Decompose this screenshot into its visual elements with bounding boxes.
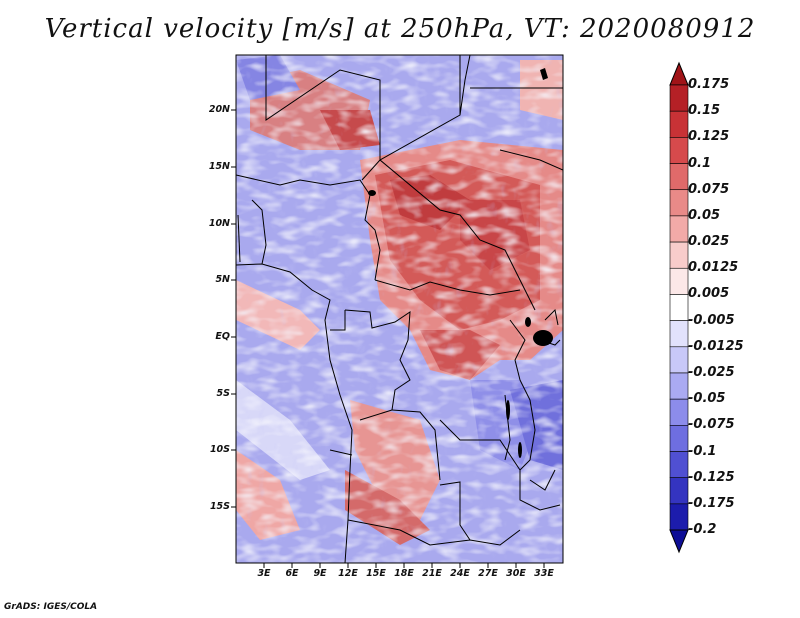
colorbar-swatch bbox=[669, 84, 689, 112]
colorbar-label: -0.05 bbox=[688, 391, 726, 407]
country-borders bbox=[236, 55, 563, 563]
lakes bbox=[368, 190, 553, 458]
colorbar-swatch bbox=[669, 503, 689, 531]
lat-tick-label: EQ bbox=[215, 331, 230, 342]
lon-tick-label: 30E bbox=[506, 568, 526, 579]
colorbar-label: 0.005 bbox=[688, 286, 730, 302]
colorbar-swatch bbox=[669, 163, 689, 191]
colorbar-label: -0.005 bbox=[688, 312, 735, 328]
lon-tick-label: 21E bbox=[422, 568, 442, 579]
lon-tick-label: 33E bbox=[534, 568, 554, 579]
colorbar-label: -0.2 bbox=[688, 522, 717, 538]
colorbar-label: 0.025 bbox=[688, 234, 730, 250]
colorbar-swatch bbox=[669, 110, 689, 138]
lat-tick-label: 10S bbox=[209, 444, 230, 455]
colorbar-label: -0.1 bbox=[688, 443, 717, 459]
axis-ticks bbox=[231, 109, 545, 568]
colorbar-label: 0.15 bbox=[688, 103, 721, 119]
lat-tick-label: 5S bbox=[216, 388, 230, 399]
lat-tick-label: 10N bbox=[208, 218, 230, 229]
colorbar-swatch bbox=[669, 189, 689, 217]
colorbar-swatch bbox=[669, 451, 689, 478]
coast-fragment bbox=[540, 68, 548, 80]
colorbar-swatch bbox=[669, 137, 689, 164]
grads-credit: GrADS: IGES/COLA bbox=[4, 602, 98, 612]
colorbar-swatch bbox=[669, 267, 689, 295]
lon-tick-label: 24E bbox=[450, 568, 470, 579]
lon-tick-label: 3E bbox=[257, 568, 271, 579]
colorbar-label: -0.075 bbox=[688, 417, 735, 433]
colorbar-swatch bbox=[669, 215, 689, 243]
lat-tick-label: 5N bbox=[215, 274, 230, 285]
lon-tick-label: 6E bbox=[285, 568, 299, 579]
colorbar-label: 0.1 bbox=[688, 155, 712, 171]
colorbar-label: 0.0125 bbox=[688, 260, 739, 276]
colorbar-label: 0.075 bbox=[688, 181, 730, 197]
colorbar-swatch bbox=[669, 477, 689, 505]
colorbar-swatch bbox=[669, 398, 689, 426]
colorbar-swatch bbox=[669, 425, 689, 452]
colorbar-label: 0.05 bbox=[688, 207, 721, 223]
colorbar-label: -0.0125 bbox=[688, 338, 744, 354]
lon-tick-label: 15E bbox=[366, 568, 386, 579]
lat-tick-label: 15N bbox=[208, 161, 230, 172]
lat-tick-label: 20N bbox=[208, 104, 230, 115]
colorbar-swatch bbox=[669, 320, 689, 348]
colorbar-cap-top bbox=[669, 61, 689, 86]
colorbar-label: -0.175 bbox=[688, 495, 735, 511]
lon-tick-label: 12E bbox=[338, 568, 358, 579]
colorbar-swatch bbox=[669, 372, 689, 400]
lon-tick-label: 9E bbox=[313, 568, 327, 579]
colorbar-label: 0.175 bbox=[688, 77, 730, 92]
colorbar-cap-bottom bbox=[669, 529, 689, 554]
colorbar-swatch bbox=[669, 346, 689, 374]
colorbar-label: -0.125 bbox=[688, 469, 735, 485]
lat-tick-label: 15S bbox=[209, 501, 230, 512]
velocity-field bbox=[236, 55, 563, 563]
plot-frame bbox=[235, 54, 564, 564]
map-title: Vertical velocity [m/s] at 250hPa, VT: 2… bbox=[44, 14, 756, 44]
lon-tick-label: 27E bbox=[478, 568, 498, 579]
lon-tick-label: 18E bbox=[394, 568, 414, 579]
colorbar-swatch bbox=[669, 241, 689, 269]
colorbar-label: -0.025 bbox=[688, 364, 735, 380]
colorbar bbox=[669, 61, 689, 554]
colorbar-swatch bbox=[669, 294, 689, 321]
colorbar-label: 0.125 bbox=[688, 129, 730, 145]
